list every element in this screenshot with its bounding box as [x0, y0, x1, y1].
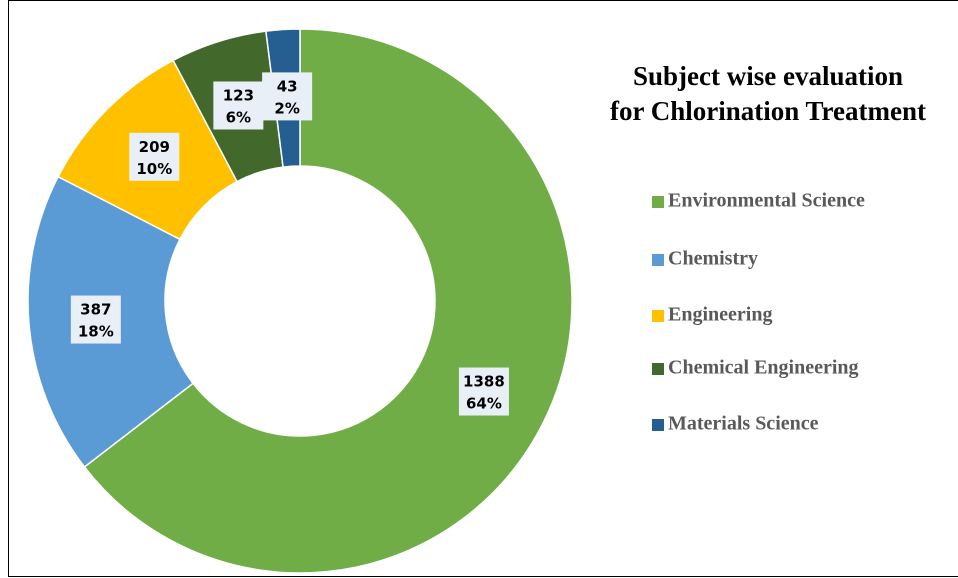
data-label: 1388 64%: [458, 367, 509, 416]
legend-swatch: [652, 196, 664, 208]
data-label-percent: 2%: [274, 99, 299, 117]
legend-swatch: [652, 254, 664, 266]
legend-swatch: [652, 310, 664, 322]
data-label-box: [458, 367, 509, 416]
data-label-value: 1388: [463, 373, 505, 391]
data-label-box: [262, 72, 313, 121]
chart-title-line: Subject wise evaluation: [633, 61, 903, 91]
legend-swatch: [652, 419, 664, 431]
data-label-percent: 6%: [226, 108, 251, 126]
data-label-value: 387: [80, 301, 111, 319]
legend-label: Chemical Engineering: [668, 357, 859, 379]
data-label-percent: 10%: [136, 160, 172, 178]
data-label-value: 123: [223, 86, 254, 104]
chart-border: [8, 0, 958, 577]
data-label-percent: 18%: [78, 323, 114, 341]
data-label: 432%: [262, 72, 313, 121]
legend-label: Engineering: [668, 304, 772, 326]
legend-label: Materials Science: [668, 413, 819, 435]
data-label-value: 43: [277, 77, 298, 95]
data-label-value: 209: [139, 138, 170, 156]
chart-title-line: for Chlorination Treatment: [610, 96, 926, 126]
data-label-box: [70, 295, 121, 344]
legend-swatch: [652, 363, 664, 375]
legend-label: Chemistry: [668, 248, 758, 270]
data-label-box: [129, 132, 180, 181]
data-label-percent: 64%: [466, 395, 502, 413]
data-label-box: [213, 81, 264, 130]
donut-segment: [83, 28, 573, 574]
legend-label: Environmental Science: [668, 190, 865, 212]
